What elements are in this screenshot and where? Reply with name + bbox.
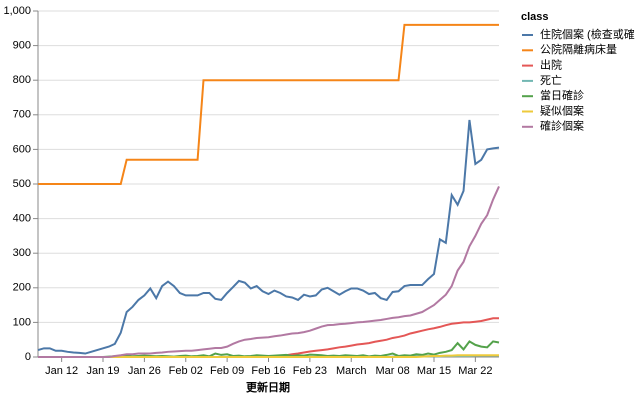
x-tick-label: Mar 08 (375, 365, 409, 377)
y-tick-label: 900 (13, 40, 31, 52)
x-tick-label: Jan 12 (45, 365, 78, 377)
x-tick-label: Mar 15 (417, 365, 451, 377)
legend-label: 公院隔離病床量 (540, 42, 617, 56)
x-tick-label: Feb 02 (169, 365, 203, 377)
series-line (38, 354, 499, 358)
y-tick-label: 1,000 (3, 5, 31, 17)
y-tick-label: 300 (13, 247, 31, 259)
legend-label: 確診個案 (540, 119, 584, 133)
series-line (38, 340, 500, 358)
legend-title: class (521, 11, 549, 23)
y-tick-label: 700 (13, 109, 31, 121)
y-tick-label: 500 (13, 178, 31, 190)
x-tick-label: March (336, 365, 367, 377)
series-line (38, 186, 500, 358)
series-line (38, 23, 499, 185)
legend-label: 住院個案 (檢查或確 (540, 27, 635, 41)
y-tick-label: 400 (13, 213, 31, 225)
y-tick-label: 0 (25, 351, 31, 363)
x-axis-title: 更新日期 (246, 380, 290, 394)
x-tick-label: Mar 22 (458, 365, 492, 377)
legend-label: 疑似個案 (540, 103, 584, 117)
legend-label: 死亡 (540, 73, 562, 87)
legend-label: 出院 (540, 58, 562, 72)
y-tick-label: 100 (13, 316, 31, 328)
x-tick-label: Feb 09 (210, 365, 244, 377)
x-tick-label: Feb 16 (251, 365, 285, 377)
x-tick-label: Jan 19 (86, 365, 119, 377)
x-tick-label: Jan 26 (128, 365, 161, 377)
y-tick-label: 600 (13, 143, 31, 155)
y-tick-label: 200 (13, 282, 31, 294)
series-line (37, 119, 500, 355)
legend-label: 當日確診 (540, 88, 584, 102)
y-tick-label: 800 (13, 74, 31, 86)
x-tick-label: Feb 23 (293, 365, 327, 377)
